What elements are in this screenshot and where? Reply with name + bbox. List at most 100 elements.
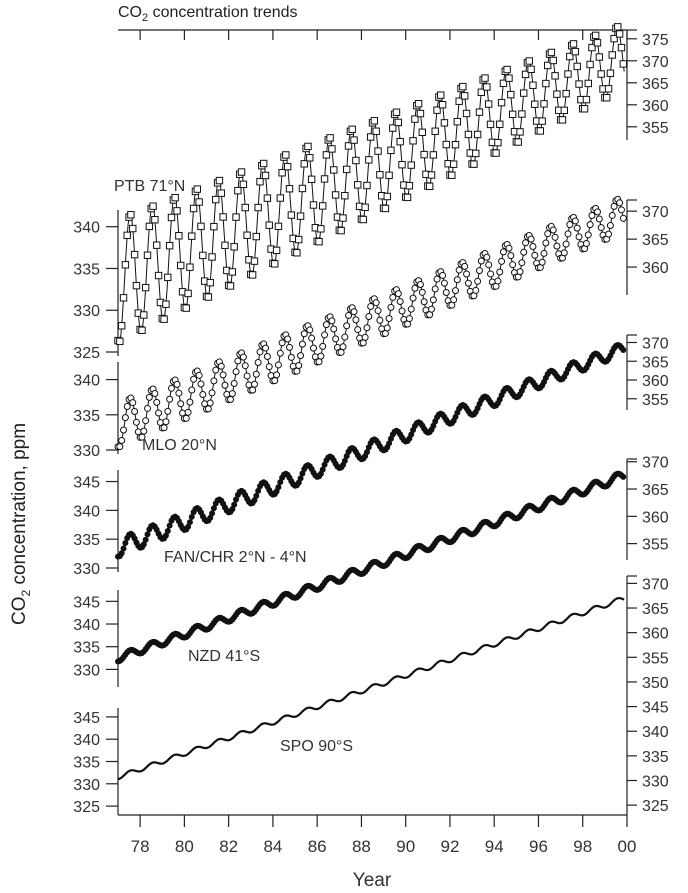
data-point [307, 175, 316, 184]
left-tick-label: 325 [73, 799, 100, 816]
data-point [208, 253, 216, 261]
data-point [359, 215, 367, 224]
data-point [287, 353, 295, 361]
data-point [195, 198, 203, 206]
data-point [416, 281, 424, 289]
data-point [297, 352, 305, 360]
series-markers-3 [115, 470, 627, 665]
data-point [615, 30, 624, 38]
data-point [507, 90, 515, 99]
data-point [272, 246, 281, 255]
data-point [617, 43, 626, 52]
data-point [142, 536, 149, 543]
left-tick-label: 345 [73, 594, 100, 611]
right-tick-label: 370 [642, 54, 669, 71]
data-point [210, 505, 217, 512]
data-point [486, 120, 495, 129]
data-point [300, 160, 308, 168]
left-axis-3: 330 335 340 345 [73, 590, 119, 687]
data-point [300, 330, 308, 338]
left-tick-label: 345 [73, 475, 100, 492]
data-point [381, 204, 390, 213]
data-point [129, 224, 137, 233]
data-point [212, 366, 220, 374]
data-point [151, 389, 159, 397]
data-point [588, 43, 596, 52]
data-point [210, 222, 218, 231]
left-axis-2: 330 335 340 345 [73, 470, 119, 578]
data-point [184, 289, 192, 298]
data-point [538, 258, 546, 266]
data-point [470, 160, 478, 168]
data-point [549, 226, 557, 234]
data-point [573, 62, 581, 71]
data-point [330, 166, 338, 174]
data-point [295, 361, 303, 369]
data-point [350, 308, 358, 316]
left-tick-label: 340 [73, 503, 100, 520]
title-prefix: CO [118, 4, 142, 21]
data-point [538, 117, 546, 125]
data-point [306, 326, 314, 334]
data-point [472, 149, 480, 158]
data-point [586, 60, 594, 69]
data-point [239, 353, 247, 361]
data-point [182, 304, 190, 312]
right-tick-label: 335 [642, 749, 669, 766]
x-tick-label: 94 [485, 837, 504, 856]
data-point [374, 147, 382, 155]
data-point [275, 484, 282, 491]
data-point [363, 449, 370, 456]
data-point [418, 128, 426, 136]
data-point [232, 368, 240, 376]
data-point [231, 501, 238, 508]
data-point [274, 361, 282, 369]
data-point [544, 230, 552, 238]
data-point [442, 140, 450, 149]
series-label-3: NZD 41°S [188, 648, 260, 665]
left-tick-label: 335 [73, 755, 100, 772]
data-point [606, 69, 615, 77]
data-point [492, 149, 500, 157]
data-point [374, 307, 382, 315]
data-point [160, 424, 168, 432]
data-point [604, 85, 613, 93]
data-point [575, 80, 583, 88]
series-label-4: SPO 90°S [280, 738, 353, 755]
data-point [117, 322, 126, 330]
data-point [619, 214, 627, 222]
data-point [249, 386, 257, 394]
data-point [542, 239, 550, 247]
data-point [254, 358, 262, 366]
data-point [206, 278, 214, 287]
right-tick-label: 350 [642, 675, 669, 692]
data-point [508, 110, 517, 119]
data-point [140, 311, 148, 319]
data-point [199, 251, 207, 260]
data-point [394, 290, 402, 298]
data-point [477, 257, 485, 265]
data-point [437, 91, 445, 99]
data-point [562, 89, 570, 98]
data-point [317, 225, 325, 233]
data-point [306, 154, 314, 162]
data-point [210, 377, 218, 385]
data-point [232, 213, 240, 221]
data-point [243, 231, 251, 239]
data-point [219, 371, 227, 379]
data-point [383, 192, 391, 201]
data-point [212, 195, 220, 204]
right-tick-label: 325 [642, 798, 669, 815]
data-point [461, 92, 469, 100]
data-point [141, 283, 150, 292]
data-point [451, 287, 459, 295]
data-point [215, 176, 224, 185]
data-point [361, 203, 369, 211]
data-point [145, 222, 154, 231]
data-point [185, 523, 192, 530]
data-point [118, 437, 126, 445]
data-point [455, 97, 463, 105]
data-point [455, 266, 463, 274]
data-point [496, 120, 504, 128]
data-point [189, 204, 198, 213]
